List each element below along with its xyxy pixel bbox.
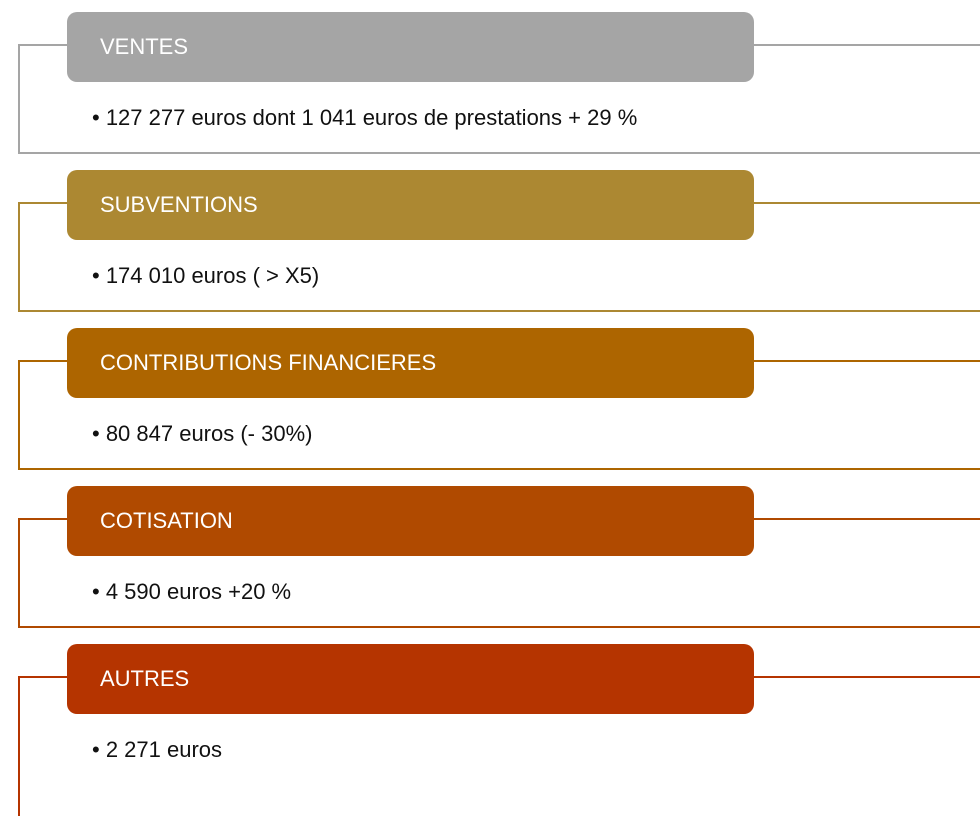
item-title: COTISATION: [67, 486, 754, 556]
item-text: • 2 271 euros: [92, 737, 223, 762]
item-title: VENTES: [67, 12, 754, 82]
item-text: • 174 010 euros ( > X5): [92, 263, 320, 288]
item-title: AUTRES: [67, 644, 754, 714]
item-title: CONTRIBUTIONS FINANCIERES: [67, 328, 754, 398]
item-text: • 4 590 euros +20 %: [92, 579, 292, 604]
item-text: • 80 847 euros (- 30%): [92, 421, 313, 446]
item-title: SUBVENTIONS: [67, 170, 754, 240]
item-text: • 127 277 euros dont 1 041 euros de pres…: [92, 105, 638, 130]
